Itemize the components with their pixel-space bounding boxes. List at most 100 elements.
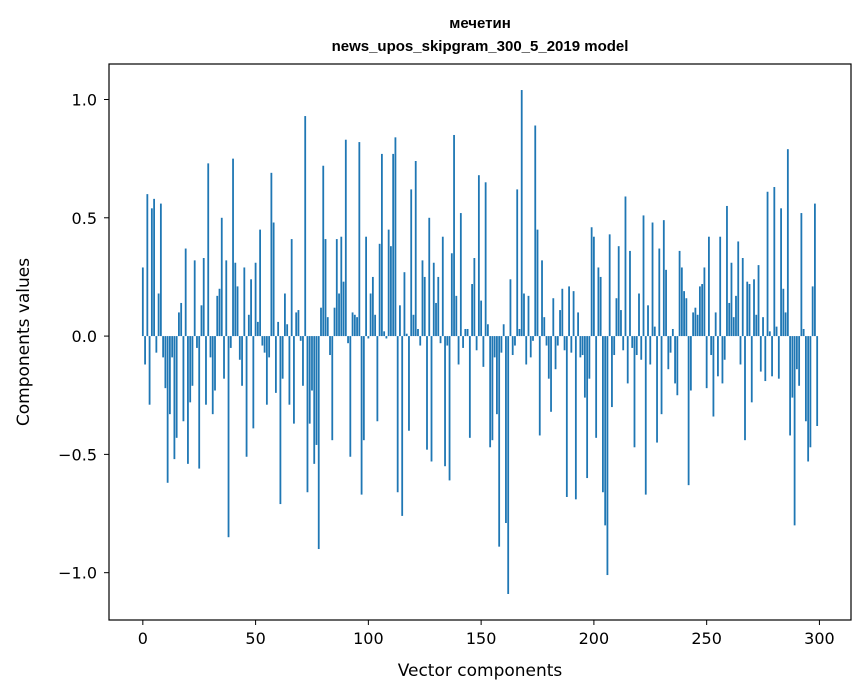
y-tick-label: −0.5 — [58, 445, 97, 464]
bar-71 — [302, 336, 304, 386]
bar-209 — [613, 336, 616, 356]
bar-193 — [577, 312, 579, 337]
bar-105 — [378, 243, 381, 337]
bar-244 — [692, 312, 695, 337]
bar-282 — [777, 336, 780, 379]
bar-32 — [214, 336, 216, 391]
chart-title-line2: news_upos_skipgram_300_5_2019 model — [332, 38, 629, 55]
bar-79 — [320, 307, 322, 337]
bar-34 — [218, 288, 221, 337]
bar-102 — [371, 276, 374, 337]
bar-158 — [498, 336, 501, 547]
bar-128 — [430, 336, 433, 462]
bar-187 — [563, 336, 566, 351]
bar-280 — [773, 187, 776, 337]
bar-235 — [671, 328, 674, 337]
bar-93 — [351, 312, 354, 337]
bar-124 — [421, 260, 424, 337]
bar-14 — [173, 336, 176, 460]
bar-164 — [511, 336, 514, 356]
x-axis-label: Vector components — [398, 661, 563, 681]
bar-98 — [362, 336, 365, 441]
bar-155 — [491, 336, 494, 441]
bar-145 — [468, 336, 471, 438]
y-tick-label: 0.0 — [72, 327, 97, 346]
bar-16 — [178, 312, 180, 337]
bar-223 — [644, 336, 647, 495]
bar-296 — [809, 336, 812, 448]
bar-series — [141, 90, 819, 594]
bar-88 — [340, 236, 343, 337]
bar-166 — [516, 189, 519, 337]
bar-89 — [342, 281, 345, 337]
bar-25 — [198, 336, 201, 469]
bar-74 — [308, 336, 311, 424]
bar-198 — [588, 336, 591, 379]
bar-58 — [272, 222, 275, 337]
bar-96 — [358, 142, 361, 337]
bar-231 — [662, 220, 665, 337]
bar-94 — [353, 314, 356, 337]
bar-253 — [712, 336, 715, 417]
bar-121 — [414, 161, 417, 337]
bar-137 — [450, 253, 453, 337]
bar-295 — [807, 336, 810, 462]
bar-110 — [390, 246, 392, 337]
bar-135 — [446, 336, 449, 346]
bar-255 — [717, 336, 719, 377]
bar-184 — [556, 336, 559, 346]
bar-213 — [622, 336, 625, 351]
bar-40 — [232, 158, 234, 337]
bar-182 — [552, 298, 555, 337]
bar-256 — [719, 236, 722, 337]
bar-181 — [550, 336, 552, 412]
bar-142 — [462, 336, 464, 348]
bar-36 — [223, 336, 225, 379]
bar-290 — [795, 336, 798, 370]
bar-54 — [263, 336, 266, 353]
bar-17 — [180, 302, 183, 337]
bar-109 — [387, 229, 390, 337]
bar-222 — [642, 215, 645, 337]
bar-275 — [762, 317, 764, 337]
bar-261 — [730, 262, 733, 337]
bar-84 — [331, 336, 334, 441]
bar-57 — [270, 172, 273, 337]
bar-243 — [689, 336, 692, 391]
bar-26 — [200, 305, 203, 337]
bar-30 — [209, 336, 212, 358]
bar-108 — [385, 336, 388, 339]
bar-165 — [514, 336, 516, 346]
bar-21 — [189, 336, 192, 403]
bar-143 — [464, 328, 467, 337]
bar-159 — [500, 336, 503, 353]
bar-80 — [322, 165, 325, 337]
bar-294 — [804, 336, 807, 422]
y-axis-ticks: 1.0 0.5 0.0 −0.5 −1.0 — [58, 90, 109, 583]
bar-72 — [304, 116, 307, 337]
bar-90 — [344, 139, 347, 337]
bar-194 — [579, 336, 582, 358]
bar-125 — [423, 276, 426, 337]
bar-47 — [247, 314, 250, 337]
bar-276 — [764, 336, 767, 382]
bar-115 — [401, 336, 404, 516]
bar-38 — [227, 336, 230, 538]
bar-63 — [284, 293, 286, 337]
bar-119 — [410, 189, 413, 337]
bar-136 — [448, 336, 451, 481]
bar-186 — [561, 288, 564, 337]
bar-33 — [216, 295, 219, 337]
x-tick-label: 300 — [804, 629, 835, 648]
bar-95 — [356, 317, 358, 337]
bar-292 — [800, 213, 803, 337]
bar-269 — [748, 284, 751, 337]
bar-64 — [286, 324, 289, 337]
bar-156 — [493, 336, 496, 358]
bar-78 — [317, 336, 320, 550]
bar-157 — [496, 336, 498, 415]
y-tick-label: −1.0 — [58, 564, 97, 583]
bar-52 — [259, 229, 261, 337]
bar-254 — [714, 312, 717, 337]
